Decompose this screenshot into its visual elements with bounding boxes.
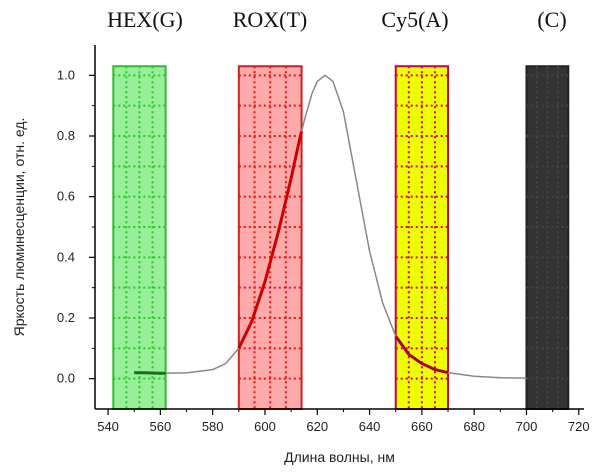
y-tick-label: 0.6 xyxy=(57,189,75,204)
band-label-0: HEX(G) xyxy=(107,7,183,32)
band-label-2: Cy5(A) xyxy=(381,7,448,32)
y-tick-label: 0.0 xyxy=(57,371,75,386)
band-3-grid xyxy=(526,66,569,409)
emission-curve xyxy=(134,74,527,379)
axes: 540 560 580 600 620 640 660 680 700 720 0.0 0.2 0.4 0… xyxy=(57,45,590,434)
y-tick-label: 1.0 xyxy=(57,67,75,82)
x-tick-label: 580 xyxy=(202,419,224,434)
x-tick-label: 660 xyxy=(411,419,433,434)
emission-line xyxy=(134,74,527,379)
x-tick-label: 680 xyxy=(463,419,485,434)
x-tick-label: 640 xyxy=(359,419,381,434)
x-tick-label: 620 xyxy=(306,419,328,434)
y-tick-label: 0.2 xyxy=(57,310,75,325)
band-labels: HEX(G) ROX(T) Cy5(A) (C) xyxy=(107,7,567,32)
band-0-curve-highlight xyxy=(134,371,166,375)
x-tick-label: 720 xyxy=(568,419,590,434)
y-tick-label: 0.8 xyxy=(57,128,75,143)
x-tick-label: 540 xyxy=(97,419,119,434)
x-tick-label: 600 xyxy=(254,419,276,434)
band-1-grid xyxy=(238,66,302,409)
band-0-grid xyxy=(113,66,166,409)
band-1-curve-highlight xyxy=(237,131,304,349)
x-tick-label: 700 xyxy=(516,419,538,434)
filter-bands xyxy=(112,65,570,410)
x-axis-title: Длина волны, нм xyxy=(284,449,395,465)
band-label-3: (C) xyxy=(537,7,566,32)
band-label-1: ROX(T) xyxy=(233,7,308,32)
y-axis-title: Яркость люминесценции, отн. ед. xyxy=(11,118,27,337)
y-tick-label: 0.4 xyxy=(57,249,75,264)
x-tick-label: 560 xyxy=(150,419,172,434)
band-2-curve-highlight xyxy=(394,335,449,375)
